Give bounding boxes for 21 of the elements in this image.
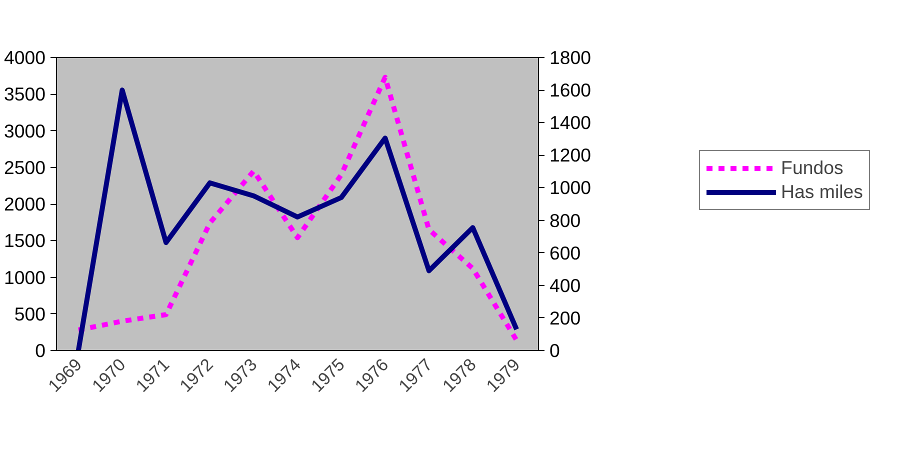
y-tick-label: 3000 [4, 120, 46, 142]
y2-tick-label: 1800 [550, 47, 592, 68]
y-tick-label: 500 [14, 303, 46, 324]
y2-tick-label: 0 [550, 340, 560, 361]
y2-tick-label: 800 [550, 210, 581, 231]
y2-tick-label: 1200 [550, 144, 592, 166]
y-tick-label: 4000 [4, 47, 46, 68]
y2-tick-label: 600 [550, 242, 581, 264]
y-tick-label: 1000 [4, 266, 46, 288]
y2-tick-label: 200 [550, 307, 581, 328]
y2-tick-label: 1000 [550, 177, 592, 198]
y2-tick-label: 1600 [550, 80, 592, 101]
y2-tick-label: 1400 [550, 112, 592, 134]
y-tick-label: 1500 [4, 230, 46, 252]
legend-label: Fundos [781, 157, 844, 179]
legend-label: Has miles [781, 181, 863, 203]
y-tick-label: 0 [35, 340, 46, 361]
y2-tick-label: 400 [550, 274, 581, 296]
y-tick-label: 3500 [4, 84, 46, 105]
y-tick-label: 2500 [4, 156, 46, 178]
y-tick-label: 2000 [4, 194, 46, 214]
